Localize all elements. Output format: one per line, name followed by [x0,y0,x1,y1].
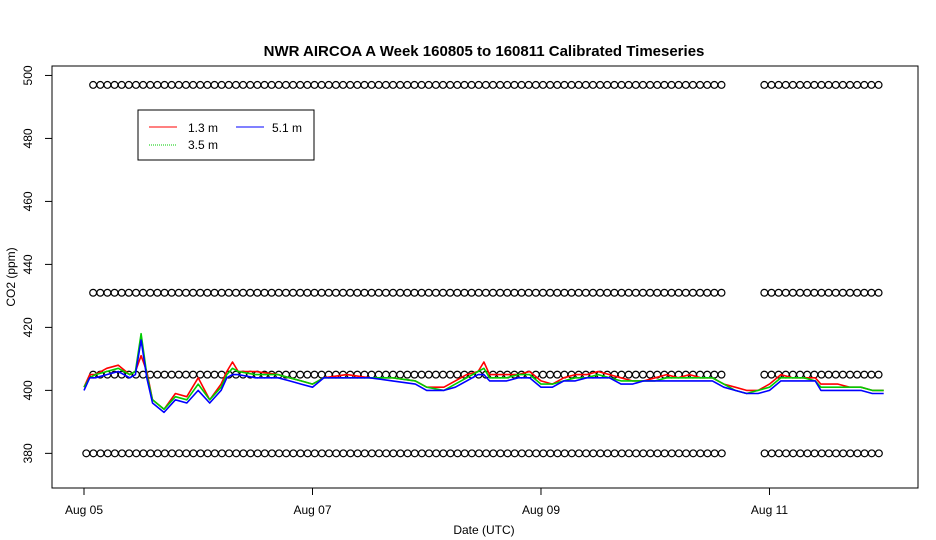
reference-marker [874,449,883,458]
legend-box [137,109,315,161]
reference-markers [82,80,883,458]
reference-marker [717,288,726,297]
reference-marker [717,370,726,379]
y-tick-label: 460 [21,191,35,211]
y-tick-label: 400 [21,380,35,400]
series-line-1-3-m [83,354,884,411]
reference-marker [717,80,726,89]
legend-label-5-1m: 5.1 m [272,121,302,135]
series-line-3-5-m [83,332,884,411]
series-line-5-1-m [83,339,884,414]
y-tick-label: 500 [21,65,35,85]
reference-marker [874,288,883,297]
x-tick-label: Aug 05 [65,503,103,517]
chart-title: NWR AIRCOA A Week 160805 to 160811 Calib… [264,43,705,60]
reference-marker [874,80,883,89]
plot-frame [51,65,919,489]
x-axis: Aug 05 Aug 07 Aug 09 Aug 11 [65,488,788,517]
y-tick-label: 380 [21,443,35,463]
x-tick-label: Aug 07 [293,503,331,517]
x-tick-label: Aug 09 [522,503,560,517]
y-tick-label: 480 [21,128,35,148]
plot-area [51,65,919,489]
reference-marker [717,449,726,458]
y-axis-label: CO2 (ppm) [4,247,18,306]
y-axis: 380 400 420 440 460 480 500 [21,65,52,463]
legend: 1.3 m 3.5 m 5.1 m [137,109,315,161]
x-tick-label: Aug 11 [751,503,788,517]
y-tick-label: 440 [21,254,35,274]
reference-marker [874,370,883,379]
legend-label-1-3m: 1.3 m [188,121,218,135]
y-tick-label: 420 [21,317,35,337]
series-lines [83,332,884,414]
x-axis-label: Date (UTC) [453,523,514,537]
legend-label-3-5m: 3.5 m [188,138,218,152]
